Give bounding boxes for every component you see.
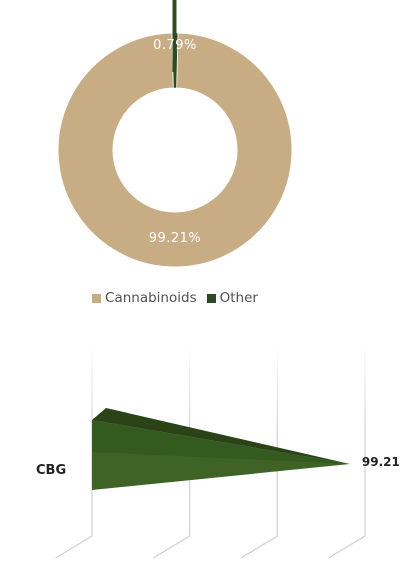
bar-chart: CBG 99.21 [36, 350, 400, 559]
gridline [152, 350, 191, 559]
data-label-cbg: 99.21 [362, 455, 400, 469]
legend-entry-other: Other [206, 290, 258, 306]
gridline [328, 350, 366, 559]
donut-data-label-other: 0.79% [153, 38, 197, 53]
bar-cbg-shade [92, 420, 350, 464]
legend-entry-cannabinoids: Cannabinoids [92, 290, 197, 306]
donut-slice-other-leader [172, 0, 177, 72]
legend-label-other: Other [219, 290, 258, 306]
legend-swatch-other [206, 293, 216, 303]
donut-chart: 0.79% 99.21% [57, 0, 293, 268]
bar-cbg-top-face [92, 408, 350, 464]
category-label-cbg: CBG [36, 463, 66, 478]
donut-data-label-cannabinoids: 99.21% [149, 231, 202, 246]
chart-legend: Cannabinoids Other [0, 290, 350, 306]
gridline [240, 350, 278, 559]
legend-swatch-cannabinoids [92, 293, 102, 303]
donut-slice-cannabinoids [57, 32, 293, 268]
legend-label-cannabinoids: Cannabinoids [105, 290, 197, 306]
gridline [55, 350, 93, 559]
